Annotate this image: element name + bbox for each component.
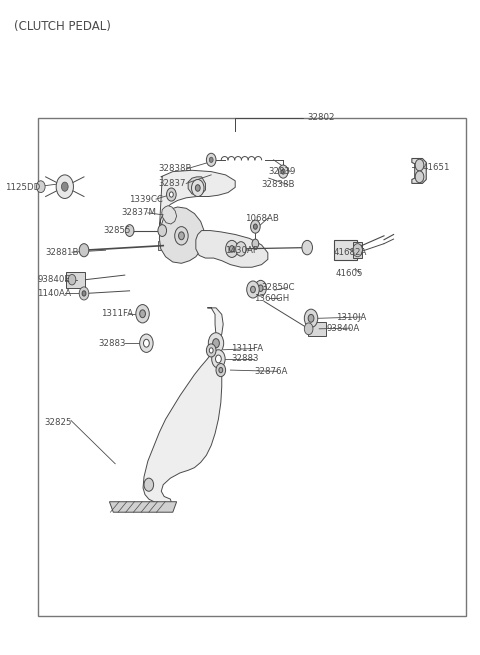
Text: 1310JA: 1310JA [336, 312, 366, 322]
Circle shape [253, 224, 257, 229]
Text: 32802: 32802 [307, 113, 335, 122]
Circle shape [140, 310, 145, 318]
Circle shape [251, 220, 260, 233]
Text: 1430AF: 1430AF [225, 246, 257, 255]
Circle shape [415, 171, 424, 183]
Text: 41605: 41605 [336, 269, 363, 278]
Polygon shape [188, 177, 205, 195]
Circle shape [258, 285, 263, 291]
Circle shape [304, 323, 313, 335]
Circle shape [82, 291, 86, 296]
Text: (CLUTCH PEDAL): (CLUTCH PEDAL) [14, 20, 111, 33]
Text: 1140AA: 1140AA [37, 289, 72, 298]
Circle shape [216, 364, 226, 377]
Circle shape [144, 478, 154, 491]
Polygon shape [143, 308, 223, 507]
Text: 32876A: 32876A [254, 367, 288, 376]
Circle shape [56, 175, 73, 198]
Circle shape [415, 159, 424, 171]
Text: 32838B: 32838B [262, 180, 295, 189]
Circle shape [36, 181, 45, 193]
Text: 93840E: 93840E [37, 275, 70, 284]
Circle shape [158, 225, 167, 236]
Circle shape [68, 274, 76, 285]
Text: 32881B: 32881B [46, 248, 79, 257]
Bar [38, 118, 466, 616]
Circle shape [226, 240, 238, 257]
Polygon shape [159, 207, 204, 263]
Text: 32883: 32883 [231, 354, 259, 364]
Polygon shape [196, 231, 268, 267]
Circle shape [209, 348, 213, 353]
Circle shape [229, 246, 234, 252]
Text: 32837: 32837 [158, 179, 186, 188]
Text: 32883: 32883 [98, 339, 126, 348]
Circle shape [255, 280, 266, 296]
Circle shape [179, 232, 184, 240]
Circle shape [208, 333, 224, 354]
Text: 41682A: 41682A [334, 248, 367, 257]
Text: 32855: 32855 [103, 226, 131, 235]
Text: 1339CC: 1339CC [129, 195, 163, 204]
Circle shape [167, 188, 176, 201]
Circle shape [206, 153, 216, 166]
Circle shape [79, 287, 89, 300]
Bar [308, 322, 326, 336]
Circle shape [136, 305, 149, 323]
Circle shape [79, 244, 89, 257]
Text: 41651: 41651 [422, 162, 450, 172]
Circle shape [192, 179, 204, 196]
Bar [158, 241, 168, 250]
Text: 1311FA: 1311FA [101, 309, 133, 318]
Circle shape [213, 339, 219, 348]
Text: 32838B: 32838B [158, 164, 192, 174]
Polygon shape [412, 159, 426, 183]
Polygon shape [159, 170, 235, 229]
Circle shape [252, 239, 259, 248]
Circle shape [278, 165, 288, 178]
Text: 1360GH: 1360GH [254, 293, 289, 303]
Circle shape [140, 334, 153, 352]
Circle shape [169, 192, 173, 197]
Circle shape [216, 355, 221, 363]
Bar [334, 240, 357, 260]
Circle shape [247, 281, 259, 298]
Text: 1125DD: 1125DD [5, 183, 40, 193]
Circle shape [302, 240, 312, 255]
Circle shape [236, 242, 246, 256]
Bar [353, 242, 362, 258]
Circle shape [144, 339, 149, 347]
Text: 93840A: 93840A [326, 324, 360, 333]
Polygon shape [162, 206, 177, 224]
Circle shape [304, 309, 318, 328]
Circle shape [175, 227, 188, 245]
Circle shape [209, 157, 213, 162]
Circle shape [61, 182, 68, 191]
Polygon shape [109, 502, 177, 512]
Circle shape [219, 367, 223, 373]
Circle shape [195, 185, 200, 191]
Text: 32850C: 32850C [262, 283, 295, 292]
Text: 32837M: 32837M [121, 208, 156, 217]
Text: 1311FA: 1311FA [231, 344, 264, 353]
Circle shape [308, 314, 314, 322]
Bar [66, 272, 85, 288]
Text: 1068AB: 1068AB [245, 214, 279, 223]
Text: 32825: 32825 [45, 418, 72, 427]
Circle shape [353, 244, 362, 257]
Text: 32839: 32839 [269, 167, 296, 176]
Circle shape [206, 344, 216, 357]
Circle shape [251, 286, 255, 293]
Circle shape [281, 169, 285, 174]
Circle shape [212, 350, 225, 368]
Circle shape [125, 225, 134, 236]
